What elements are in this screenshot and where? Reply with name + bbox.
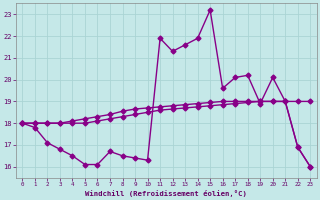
X-axis label: Windchill (Refroidissement éolien,°C): Windchill (Refroidissement éolien,°C): [85, 190, 247, 197]
